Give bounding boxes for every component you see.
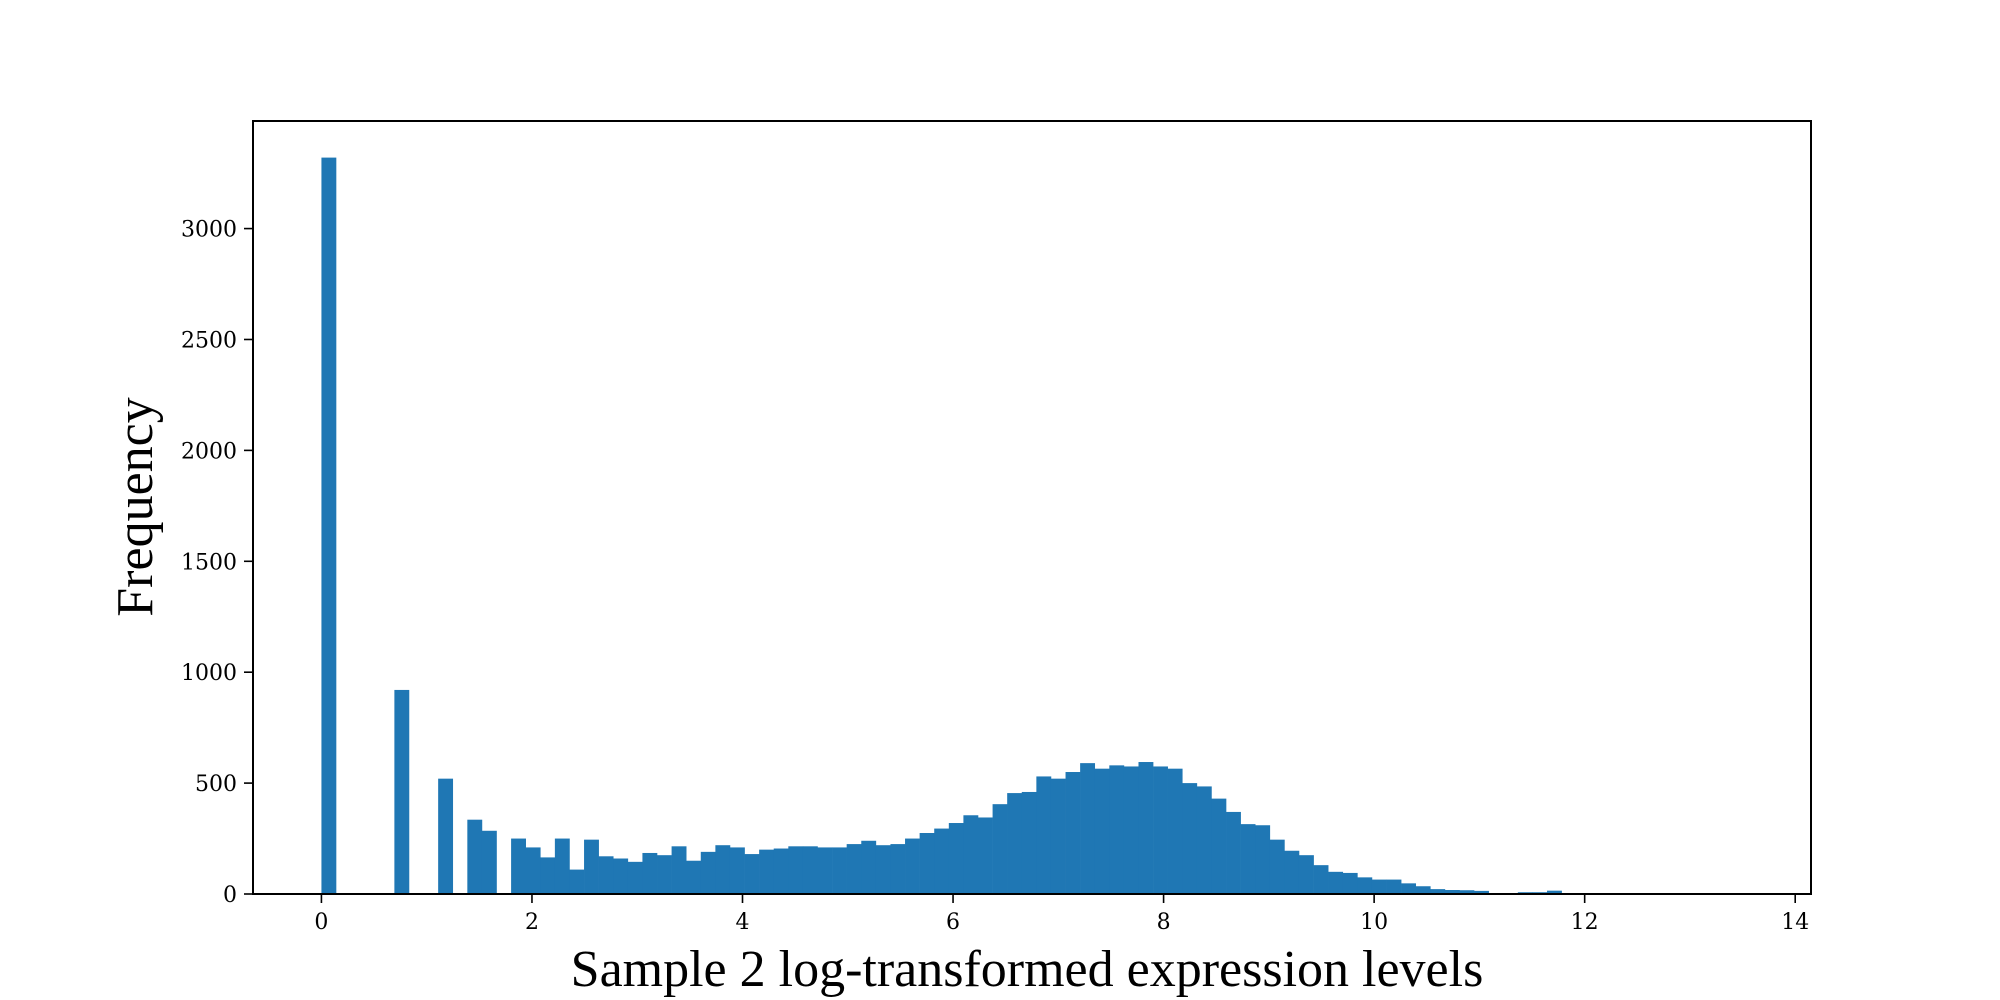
y-tick-label: 2500 <box>181 328 237 353</box>
histogram-bar <box>1342 872 1358 894</box>
histogram-bar <box>759 849 775 894</box>
histogram-bar <box>846 844 862 894</box>
histogram-bar <box>817 847 833 894</box>
histogram-bar <box>671 846 687 894</box>
histogram-bar <box>321 157 337 895</box>
histogram-bar <box>802 846 818 894</box>
histogram-bar <box>1109 765 1125 894</box>
plot-background <box>253 121 1811 894</box>
histogram-bar <box>467 819 483 894</box>
histogram-bar <box>832 847 847 894</box>
histogram-bar <box>1430 889 1446 894</box>
histogram-bar <box>978 817 993 894</box>
histogram-bar <box>700 851 716 894</box>
histogram-bar <box>1182 783 1198 894</box>
histogram-bar <box>1255 825 1271 894</box>
histogram-bar <box>1444 890 1460 894</box>
histogram-bar <box>1153 766 1168 894</box>
x-axis-title: Sample 2 log-transformed expression leve… <box>571 941 1484 998</box>
histogram-bar <box>1138 762 1154 894</box>
histogram-bar <box>1313 865 1329 894</box>
histogram-bar <box>744 854 760 894</box>
histogram-bar <box>554 838 570 894</box>
histogram-bar <box>773 848 789 894</box>
histogram-bar <box>613 858 629 894</box>
histogram-bar <box>1284 850 1300 894</box>
histogram-bar <box>511 838 526 894</box>
histogram-bar <box>1386 879 1402 894</box>
histogram-bar <box>584 839 599 894</box>
histogram-bar <box>1123 766 1139 894</box>
histogram-bar <box>540 857 556 894</box>
x-tick-label: 12 <box>1571 910 1599 935</box>
histogram-bar <box>875 845 891 894</box>
histogram-bar <box>1094 768 1110 894</box>
histogram-bar <box>729 847 745 894</box>
x-tick-label: 14 <box>1781 910 1809 935</box>
y-tick-label: 1000 <box>181 661 237 686</box>
histogram-bar <box>1415 886 1431 894</box>
histogram-bar <box>992 804 1008 894</box>
y-tick-label: 2000 <box>181 439 237 464</box>
histogram-bar <box>715 845 731 894</box>
y-tick-label: 0 <box>223 883 237 908</box>
y-axis-title: Frequency <box>107 397 164 616</box>
plot-frame <box>252 120 1812 895</box>
histogram-bar <box>569 869 585 894</box>
x-axis-ticks: 0 2 4 6 8 10 12 14 <box>314 894 1809 935</box>
x-tick-label: 10 <box>1360 910 1388 935</box>
y-tick-label: 3000 <box>181 218 237 243</box>
histogram-bar <box>1226 811 1241 894</box>
histogram-bar <box>890 844 906 894</box>
histogram-bar <box>525 847 541 894</box>
histogram-bar <box>1036 776 1052 894</box>
histogram-bar <box>1196 786 1212 894</box>
y-tick-label: 500 <box>195 772 237 797</box>
histogram-bar <box>481 830 497 894</box>
y-axis-ticks: 0 500 1000 1500 2000 2500 3000 <box>181 218 253 908</box>
histogram-bar <box>1211 798 1227 894</box>
histogram-bar <box>1080 763 1096 894</box>
histogram-bar <box>963 815 979 894</box>
histogram-bar <box>1401 883 1417 894</box>
histogram-bar <box>1474 890 1489 894</box>
y-tick-label: 1500 <box>181 550 237 575</box>
histogram-bars <box>321 157 1796 895</box>
histogram-bar <box>1328 871 1344 894</box>
histogram-bar <box>1547 890 1562 894</box>
histogram-bar <box>657 855 672 894</box>
x-tick-label: 0 <box>314 910 328 935</box>
histogram-bar <box>1065 772 1081 894</box>
x-tick-label: 4 <box>736 910 750 935</box>
histogram-bar <box>1050 778 1066 894</box>
histogram-bar <box>1021 791 1037 894</box>
histogram-bar <box>1357 877 1373 894</box>
histogram-bar <box>861 840 877 894</box>
histogram-bar <box>1167 768 1183 894</box>
x-tick-label: 2 <box>525 910 539 935</box>
histogram-bar <box>919 833 935 894</box>
histogram-bar <box>948 823 964 894</box>
histogram-bar <box>934 828 950 894</box>
histogram-bar <box>627 861 643 894</box>
histogram-bar <box>905 838 920 894</box>
histogram-bar <box>598 856 614 894</box>
histogram-bar <box>394 689 410 894</box>
histogram-bar <box>1459 890 1475 894</box>
x-tick-label: 6 <box>946 910 960 935</box>
histogram-bar <box>1298 855 1314 894</box>
histogram-bar <box>686 860 702 894</box>
histogram-bar <box>788 846 804 894</box>
histogram-bar <box>438 778 454 894</box>
x-tick-label: 8 <box>1157 910 1171 935</box>
histogram-bar <box>1269 839 1285 894</box>
histogram-bar <box>642 852 658 894</box>
histogram-bar <box>1007 793 1023 894</box>
histogram-bar <box>1371 879 1387 894</box>
histogram-bar <box>1240 824 1256 894</box>
